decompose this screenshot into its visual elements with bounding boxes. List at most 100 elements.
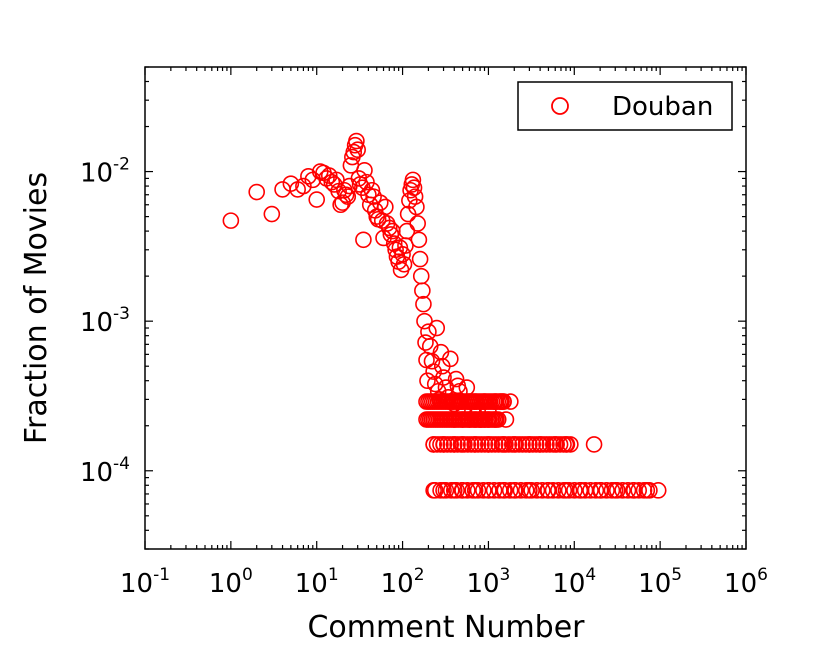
data-point	[349, 141, 366, 159]
data-point	[419, 372, 436, 390]
data-point	[528, 482, 546, 499]
data-point	[445, 482, 463, 499]
data-point	[350, 170, 368, 187]
data-point	[263, 205, 281, 223]
data-point	[485, 482, 503, 499]
data-point	[300, 167, 317, 185]
data-point	[512, 482, 530, 499]
data-point	[452, 393, 470, 410]
data-point	[395, 255, 413, 273]
data-point	[495, 393, 512, 410]
data-point	[308, 191, 326, 208]
data-point	[222, 212, 240, 229]
x-tick-label: 104	[552, 565, 596, 599]
data-point	[445, 436, 463, 453]
data-point	[363, 181, 381, 199]
data-point	[435, 369, 452, 386]
data-point	[405, 179, 423, 197]
data-point	[423, 352, 441, 370]
data-point	[566, 482, 583, 499]
data-point	[585, 436, 603, 453]
data-point	[337, 186, 355, 204]
plot-frame	[144, 66, 747, 550]
data-point	[582, 482, 599, 499]
data-point	[614, 482, 631, 499]
data-point	[394, 245, 411, 263]
data-point	[521, 482, 538, 499]
axis-tick-labels: 10-1 100 101 102 103 104 105 106 10-4 10-3 10-2	[80, 155, 768, 599]
data-point	[521, 436, 538, 453]
data-point	[408, 198, 425, 216]
data-point	[417, 334, 434, 351]
data-point	[495, 436, 512, 453]
data-point	[486, 411, 504, 428]
data-point	[557, 436, 575, 453]
data-point	[497, 411, 515, 428]
data-point	[480, 411, 497, 428]
data-point	[534, 482, 551, 499]
data-point	[425, 482, 442, 499]
data-point	[356, 161, 373, 179]
data-point	[334, 194, 351, 211]
data-point	[416, 312, 433, 330]
x-tick-label: 101	[295, 565, 339, 599]
y-tick-label: 10-4	[80, 454, 130, 488]
data-point	[339, 188, 357, 205]
data-point	[248, 183, 266, 201]
data-point	[501, 482, 519, 499]
data-point	[409, 215, 426, 232]
data-point	[454, 482, 471, 499]
data-point	[295, 177, 312, 195]
data-point	[274, 181, 291, 198]
x-axis-label: Comment Number	[307, 610, 585, 645]
data-point	[540, 482, 557, 499]
axis-ticks	[144, 66, 747, 550]
data-points	[222, 132, 667, 499]
legend-marker	[551, 97, 569, 115]
x-tick-label: 103	[466, 565, 510, 599]
data-point	[414, 282, 431, 299]
data-point	[598, 482, 615, 499]
data-point	[398, 222, 416, 240]
data-point	[454, 411, 471, 428]
data-point	[415, 295, 432, 313]
data-point	[459, 482, 476, 499]
x-tick-label: 10-1	[120, 565, 170, 599]
data-point	[358, 173, 375, 191]
data-point	[412, 267, 430, 285]
data-point	[546, 436, 564, 453]
data-point	[447, 370, 465, 388]
data-point	[425, 363, 442, 380]
data-point	[348, 132, 365, 150]
data-point	[630, 482, 648, 499]
data-point	[435, 436, 452, 453]
data-point	[502, 393, 519, 410]
data-point	[455, 402, 473, 420]
data-point	[377, 198, 394, 216]
data-point	[330, 182, 347, 200]
data-point	[638, 482, 656, 499]
data-point	[371, 194, 389, 211]
data-point	[385, 235, 403, 252]
data-point	[442, 350, 459, 368]
data-point	[550, 482, 567, 499]
legend: Douban	[517, 81, 733, 131]
x-tick-label: 106	[724, 565, 768, 599]
data-point	[411, 250, 429, 268]
data-point	[420, 323, 437, 341]
data-point	[495, 482, 512, 499]
data-point	[355, 231, 372, 249]
data-point	[476, 411, 493, 428]
data-point	[425, 436, 442, 453]
data-point	[475, 482, 492, 499]
x-tick-label: 105	[638, 565, 682, 599]
data-point	[466, 436, 484, 453]
data-point	[435, 482, 452, 499]
data-point	[406, 188, 424, 205]
y-tick-label: 10-3	[80, 304, 130, 338]
data-point	[466, 393, 484, 410]
data-point	[544, 482, 562, 499]
data-point	[606, 482, 624, 499]
y-axis-label: Fraction of Movies	[19, 172, 54, 444]
